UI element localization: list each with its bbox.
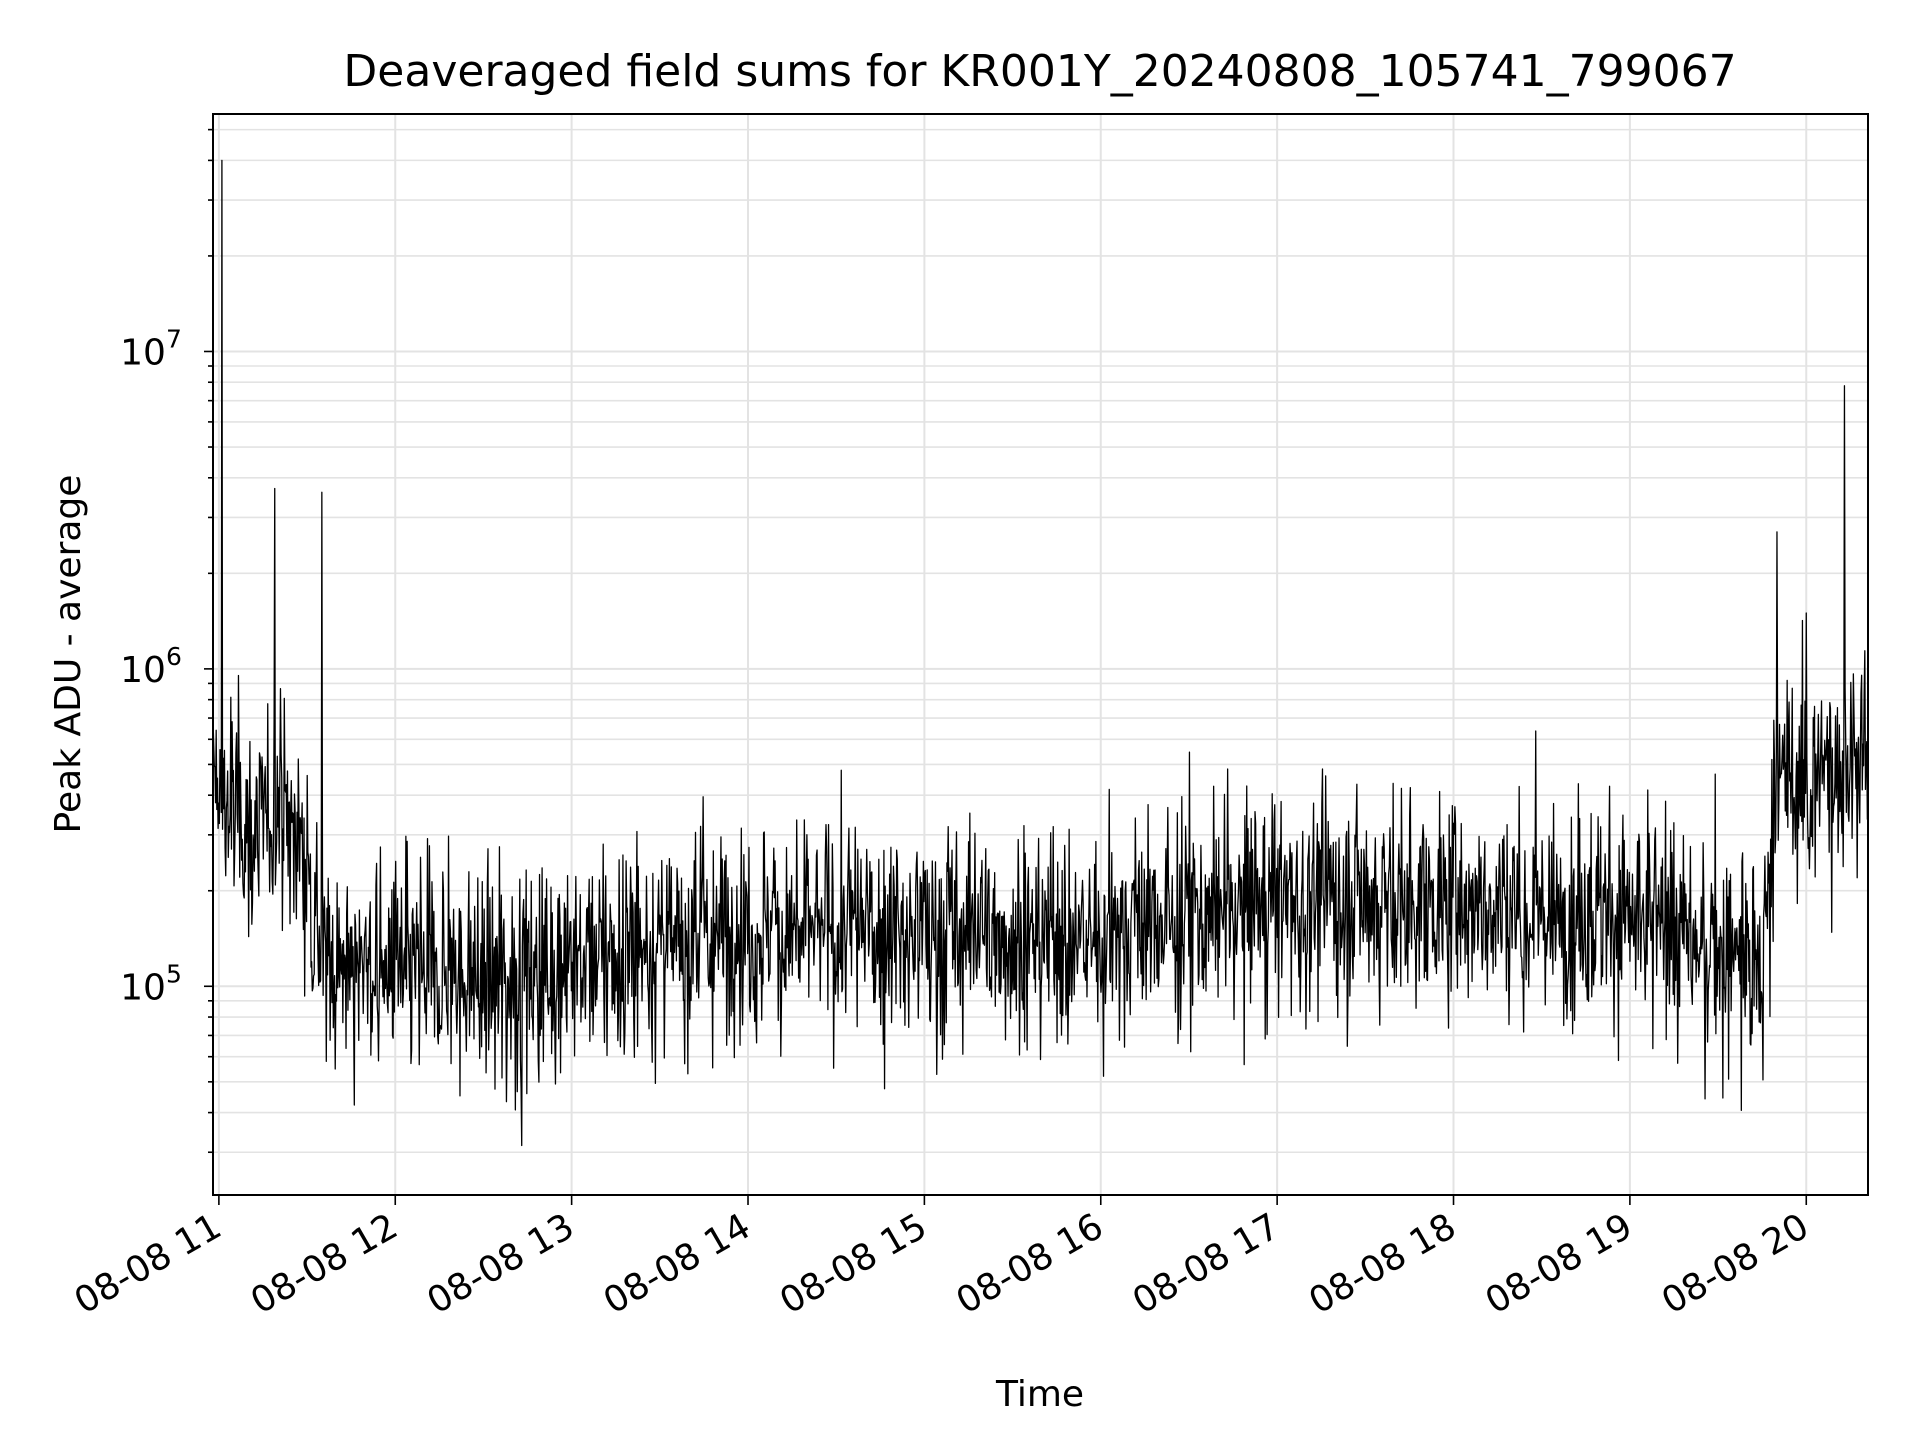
y-tick-base: 10: [120, 650, 166, 691]
y-axis-label: Peak ADU - average: [48, 475, 89, 834]
x-tick-label: 08-08 14: [597, 1206, 758, 1322]
x-tick-label: 08-08 17: [1126, 1206, 1287, 1322]
y-tick-label: 106: [120, 642, 182, 691]
y-tick-base: 10: [120, 332, 166, 373]
x-tick-label: 08-08 19: [1479, 1206, 1640, 1322]
y-tick-exponent: 7: [166, 324, 182, 353]
plot-frame: [212, 113, 1869, 1196]
y-tick-exponent: 6: [166, 642, 182, 671]
y-tick-label: 105: [120, 959, 182, 1008]
series-group: [212, 159, 1869, 1147]
x-axis-label: Time: [995, 1374, 1084, 1415]
series-line: [212, 159, 1869, 1147]
y-tick-label: 107: [120, 324, 182, 373]
y-tick-base: 10: [120, 967, 166, 1008]
x-tick-label: 08-08 13: [420, 1206, 581, 1322]
x-tick-label: 08-08 11: [68, 1206, 229, 1322]
y-tick-exponent: 5: [166, 959, 182, 988]
x-tick-label: 08-08 16: [950, 1206, 1111, 1322]
x-tick-label: 08-08 15: [773, 1206, 934, 1322]
x-tick-label: 08-08 12: [244, 1206, 405, 1322]
x-tick-label: 08-08 20: [1655, 1206, 1816, 1322]
chart-title: Deaveraged field sums for KR001Y_2024080…: [343, 46, 1736, 97]
x-tick-label: 08-08 18: [1302, 1206, 1463, 1322]
